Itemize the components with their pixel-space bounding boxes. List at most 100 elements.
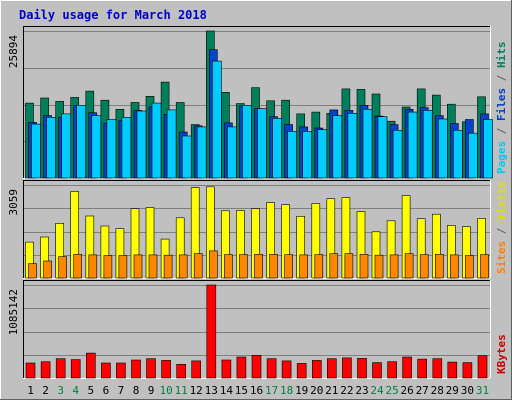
bar-kbytes-day-5 <box>86 352 96 379</box>
bar-sites-day-1 <box>28 263 37 279</box>
bar-kbytes-day-11 <box>176 363 186 379</box>
legend-entry: / <box>495 121 508 141</box>
bar-pages-day-16 <box>257 108 267 179</box>
y-max-label: 1085142 <box>7 289 20 335</box>
bar-sites-day-20 <box>314 254 324 279</box>
bar-pages-day-30 <box>468 132 478 179</box>
bar-pages-day-7 <box>121 117 132 179</box>
bar-pages-day-15 <box>242 105 252 179</box>
bar-sites-day-6 <box>103 255 113 279</box>
bar-pages-day-12 <box>196 126 207 179</box>
bar-kbytes-day-27 <box>417 358 428 379</box>
bar-kbytes-day-20 <box>311 360 322 379</box>
panel-legend: Pages / Files / Hits <box>495 42 508 175</box>
bar-sites-day-29 <box>449 254 459 279</box>
bar-sites-day-18 <box>284 254 293 279</box>
bar-kbytes-day-21 <box>326 358 337 379</box>
x-tick-label: 21 <box>325 384 338 397</box>
x-tick-label: 19 <box>295 384 308 397</box>
x-tick-label: 3 <box>57 384 64 397</box>
bar-kbytes-day-18 <box>281 360 292 379</box>
bar-sites-day-26 <box>404 253 414 279</box>
bar-kbytes-day-4 <box>70 359 81 379</box>
bar-kbytes-day-28 <box>432 358 443 379</box>
bar-kbytes-day-15 <box>236 356 247 379</box>
legend-entry: KBytes <box>495 334 508 374</box>
bar-sites-day-30 <box>465 255 474 279</box>
x-tick-label: 13 <box>205 384 218 397</box>
bar-pages-day-5 <box>91 115 102 179</box>
x-tick-label: 31 <box>476 384 489 397</box>
x-tick-label: 15 <box>235 384 248 397</box>
legend-entry: / <box>495 221 508 241</box>
x-tick-label: 25 <box>385 384 398 397</box>
bar-pages-day-17 <box>272 118 282 179</box>
bar-sites-day-17 <box>269 254 278 279</box>
panel-legend: KBytes <box>495 334 508 374</box>
x-tick-label: 10 <box>159 384 172 397</box>
bar-kbytes-day-26 <box>402 356 412 379</box>
x-tick-label: 20 <box>310 384 323 397</box>
legend-entry: Hits <box>495 42 508 69</box>
bar-pages-day-24 <box>377 116 388 179</box>
bar-pages-day-4 <box>76 105 86 179</box>
bar-pages-day-23 <box>362 109 373 179</box>
x-tick-label: 16 <box>250 384 263 397</box>
bar-pages-day-22 <box>347 113 358 179</box>
x-tick-label: 17 <box>265 384 278 397</box>
bar-sites-day-9 <box>148 254 158 279</box>
bar-kbytes-day-23 <box>357 357 367 379</box>
panel-visits: 3059 Sites / Visits <box>7 180 508 279</box>
bar-sites-day-21 <box>329 253 339 279</box>
bar-sites-day-13 <box>209 250 218 279</box>
bar-sites-day-10 <box>163 254 173 279</box>
bar-pages-day-13 <box>212 60 222 179</box>
x-tick-label: 11 <box>175 384 188 397</box>
bar-pages-day-18 <box>287 131 297 179</box>
x-tick-label: 26 <box>400 384 413 397</box>
x-tick-label: 6 <box>103 384 110 397</box>
bar-kbytes-day-24 <box>372 362 382 379</box>
bar-sites-day-8 <box>133 254 143 279</box>
bar-pages-day-14 <box>227 126 237 179</box>
series-sites <box>28 250 489 279</box>
legend-entry: Pages <box>495 141 508 174</box>
bar-sites-day-15 <box>239 254 248 279</box>
x-tick-label: 24 <box>370 384 384 397</box>
x-tick-label: 27 <box>416 384 429 397</box>
bar-sites-day-23 <box>359 254 369 279</box>
legend-entry: / <box>495 68 508 88</box>
x-tick-label: 8 <box>133 384 140 397</box>
bar-sites-day-4 <box>73 254 82 279</box>
bar-kbytes-day-7 <box>116 362 126 379</box>
bar-sites-day-31 <box>480 254 489 279</box>
bar-pages-day-26 <box>407 111 418 179</box>
bar-kbytes-day-16 <box>251 354 262 379</box>
bar-kbytes-day-19 <box>296 363 307 379</box>
bar-sites-day-19 <box>299 254 309 279</box>
bar-kbytes-day-22 <box>342 357 352 379</box>
legend-entry: Visits <box>495 181 508 221</box>
series-pages <box>31 60 493 179</box>
bar-kbytes-day-29 <box>447 361 458 379</box>
y-max-label: 3059 <box>7 189 20 216</box>
bar-sites-day-14 <box>224 254 233 279</box>
bar-pages-day-10 <box>166 109 177 179</box>
x-tick-label: 4 <box>72 384 79 397</box>
bar-pages-day-25 <box>392 130 403 179</box>
bar-kbytes-day-12 <box>191 360 201 379</box>
legend-entry: Sites <box>495 241 508 274</box>
bar-pages-day-29 <box>452 130 463 179</box>
x-tick-label: 18 <box>280 384 293 397</box>
bar-pages-day-28 <box>437 118 448 179</box>
bar-pages-day-27 <box>422 110 433 179</box>
bar-kbytes-day-2 <box>40 361 51 379</box>
bar-pages-day-21 <box>332 115 343 179</box>
bar-pages-day-2 <box>46 117 56 179</box>
bar-pages-day-1 <box>31 123 41 179</box>
y-max-label: 25894 <box>7 35 20 68</box>
bar-kbytes-day-31 <box>477 355 488 379</box>
bar-sites-day-11 <box>178 254 188 279</box>
x-tick-label: 29 <box>446 384 459 397</box>
